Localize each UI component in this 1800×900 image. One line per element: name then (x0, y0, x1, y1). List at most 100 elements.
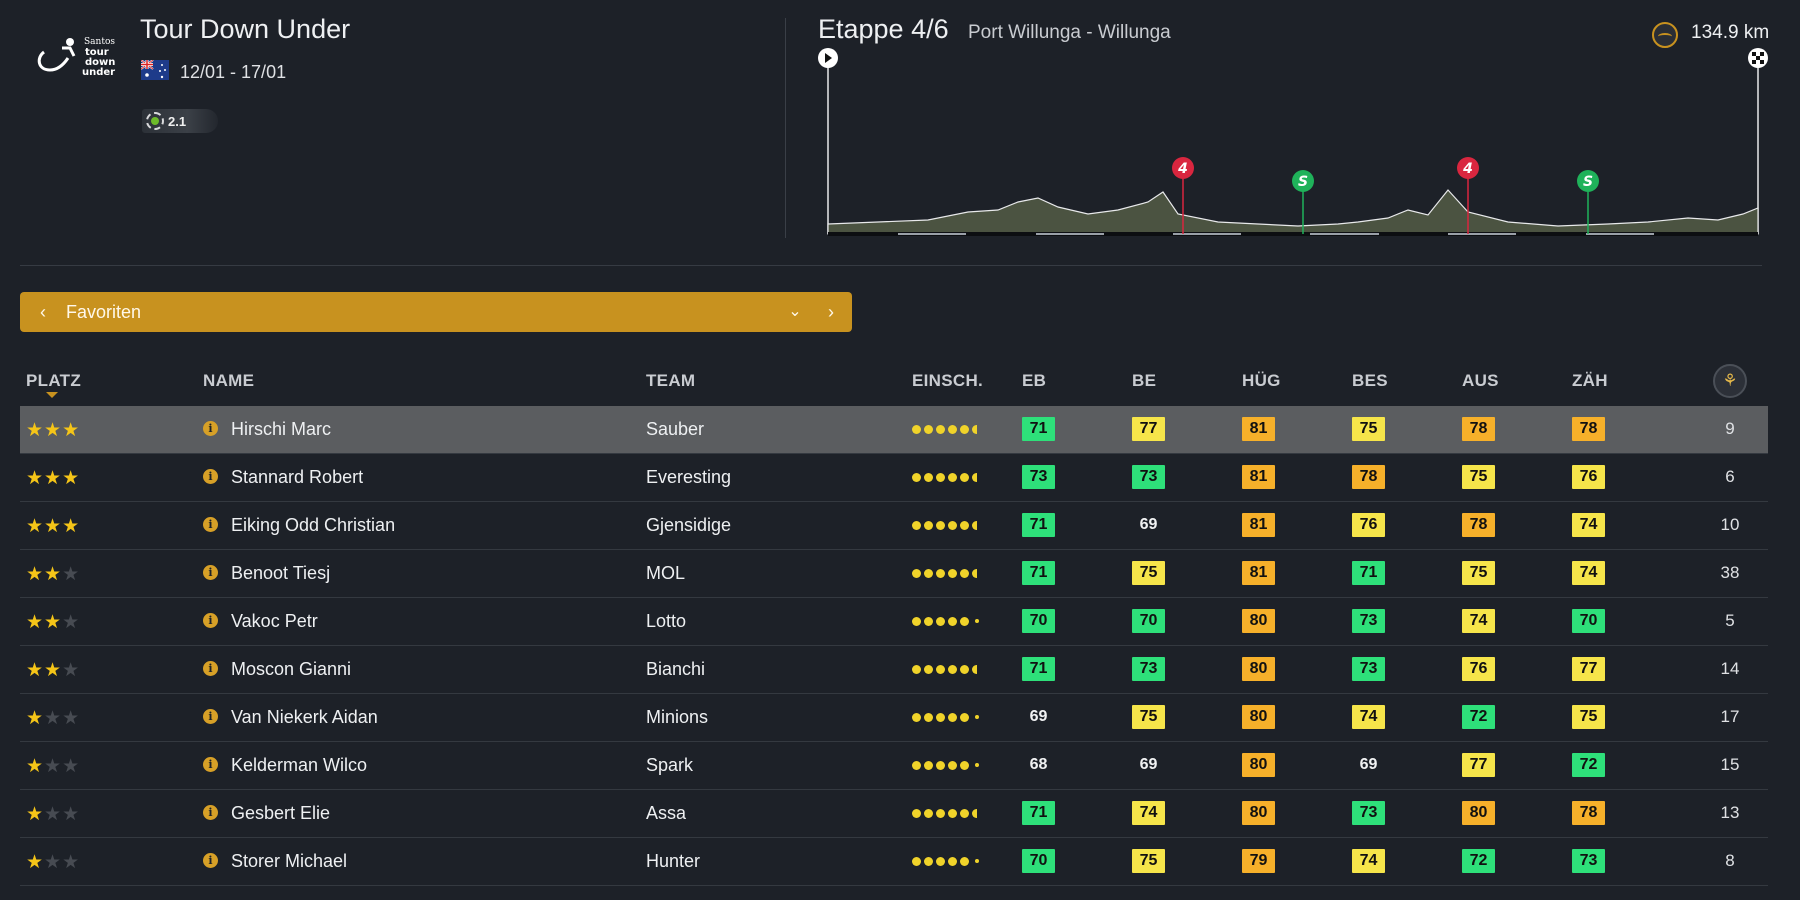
rider-name[interactable]: Eiking Odd Christian (231, 515, 396, 535)
table-row[interactable]: ★★★ i Stannard Robert Everesting 73 73 81 78 75 7… (20, 454, 1768, 502)
info-icon[interactable]: i (203, 565, 218, 580)
race-dates: 12/01 - 17/01 (180, 62, 287, 82)
form-dot (924, 616, 933, 626)
rider-name[interactable]: Storer Michael (231, 851, 348, 871)
race-days: 15 (1720, 755, 1740, 774)
header-bes[interactable]: BES (1352, 371, 1388, 390)
chevron-down-icon[interactable]: ⌄ (788, 303, 802, 320)
star-filled-icon: ★ (26, 612, 45, 633)
form-dot (924, 664, 933, 674)
race-days: 8 (1725, 851, 1735, 870)
table-row[interactable]: ★★★ i Hirschi Marc Sauber 71 77 81 75 78 78 9 (20, 406, 1768, 454)
star-filled-icon: ★ (44, 612, 63, 633)
rider-name[interactable]: Benoot Tiesj (231, 563, 331, 583)
info-icon[interactable]: i (203, 421, 218, 436)
header-form[interactable]: EINSCH. (912, 371, 984, 390)
star-empty-icon: ★ (44, 756, 63, 777)
info-icon[interactable]: i (203, 517, 218, 532)
stat-hug: 81 (1242, 561, 1275, 585)
form-indicator (912, 613, 982, 629)
cyclist-icon[interactable]: ⚘ (1713, 364, 1747, 398)
rating-stars: ★★★ (26, 659, 80, 682)
table-row[interactable]: ★★★ i Kelderman Wilco Spark 68 69 80 69 77 72 15 (20, 742, 1768, 790)
info-icon[interactable]: i (203, 805, 218, 820)
header-zah[interactable]: ZÄH (1572, 371, 1608, 390)
race-category-badge: 2.1 (142, 109, 218, 133)
header-team[interactable]: TEAM (646, 371, 696, 390)
race-days: 17 (1720, 707, 1740, 726)
rider-name[interactable]: Kelderman Wilco (231, 755, 368, 775)
climb-marker[interactable]: 4 (1457, 157, 1479, 234)
sprint-marker[interactable]: S (1292, 170, 1314, 234)
stage-title: Etappe 4/6 (818, 14, 949, 44)
sprint-marker-label: S (1583, 174, 1593, 190)
header-be[interactable]: BE (1132, 371, 1157, 390)
form-dot (924, 808, 933, 818)
race-days: 10 (1720, 515, 1740, 534)
form-dot (960, 712, 969, 722)
info-icon[interactable]: i (203, 613, 218, 628)
info-icon[interactable]: i (203, 661, 218, 676)
stat-hug: 80 (1242, 753, 1275, 777)
form-dot (936, 808, 945, 818)
stat-zah: 73 (1572, 849, 1605, 873)
header-hug[interactable]: HÜG (1242, 371, 1281, 390)
form-indicator (912, 469, 980, 485)
stat-aus: 75 (1462, 465, 1495, 489)
table-row[interactable]: ★★★ i Storer Michael Hunter 70 75 79 74 72 73 8 (20, 838, 1768, 886)
form-dot (924, 568, 933, 578)
chevron-left-icon[interactable]: ‹ (40, 302, 46, 322)
race-days: 13 (1720, 803, 1740, 822)
favorites-selector[interactable]: ‹ Favoriten ⌄ › (20, 292, 852, 332)
info-icon[interactable]: i (203, 853, 218, 868)
star-empty-icon: ★ (44, 708, 63, 729)
stat-be: 74 (1132, 801, 1165, 825)
rider-team: Bianchi (646, 659, 706, 679)
sprint-marker-label: S (1298, 174, 1308, 190)
stat-zah: 70 (1572, 609, 1605, 633)
rider-name[interactable]: Hirschi Marc (231, 419, 332, 439)
rider-name[interactable]: Stannard Robert (231, 467, 364, 487)
star-filled-icon: ★ (26, 708, 45, 729)
chevron-right-icon[interactable]: › (828, 302, 834, 322)
form-dot (960, 856, 969, 866)
header-eb[interactable]: EB (1022, 371, 1047, 390)
sprint-marker[interactable]: S (1577, 170, 1599, 234)
stat-zah: 75 (1572, 705, 1605, 729)
info-icon[interactable]: i (203, 709, 218, 724)
table-row[interactable]: ★★★ i Moscon Gianni Bianchi 71 73 80 73 76 77 14 (20, 646, 1768, 694)
rider-name[interactable]: Gesbert Elie (231, 803, 331, 823)
rider-team: Sauber (646, 419, 705, 439)
logo-text-down: down (85, 57, 115, 68)
form-dot (936, 424, 945, 434)
table-row[interactable]: ★★★ i Gesbert Elie Assa 71 74 80 73 80 78 13 (20, 790, 1768, 838)
stat-bes: 73 (1352, 609, 1385, 633)
table-row[interactable]: ★★★ i Vakoc Petr Lotto 70 70 80 73 74 70 5 (20, 598, 1768, 646)
table-row[interactable]: ★★★ i Benoot Tiesj MOL 71 75 81 71 75 74 38 (20, 550, 1768, 598)
stat-eb: 71 (1022, 561, 1055, 585)
rating-stars: ★★★ (26, 611, 80, 634)
table-row[interactable]: ★★★ i Van Niekerk Aidan Minions 69 75 80 74 72 75… (20, 694, 1768, 742)
info-icon[interactable]: i (203, 469, 218, 484)
stage-profile[interactable]: 4 S 4 S (818, 42, 1768, 242)
rider-name[interactable]: Moscon Gianni (231, 659, 352, 679)
form-dot (948, 808, 957, 818)
header-name[interactable]: NAME (203, 371, 255, 390)
form-indicator (912, 709, 982, 725)
stat-eb: 71 (1022, 657, 1055, 681)
header-rank[interactable]: PLATZ (26, 371, 82, 390)
stat-hug: 80 (1242, 801, 1275, 825)
stage-route: Port Willunga - Willunga (968, 22, 1171, 43)
stat-be: 75 (1132, 561, 1165, 585)
header-aus[interactable]: AUS (1462, 371, 1499, 390)
form-dot (936, 568, 945, 578)
rider-name[interactable]: Van Niekerk Aidan (231, 707, 378, 727)
race-category: 2.1 (168, 113, 187, 129)
info-icon[interactable]: i (203, 757, 218, 772)
star-empty-icon: ★ (62, 852, 81, 873)
table-row[interactable]: ★★★ i Eiking Odd Christian Gjensidige 71 69 81… (20, 502, 1768, 550)
climb-marker[interactable]: 4 (1172, 157, 1194, 234)
rider-name[interactable]: Vakoc Petr (231, 611, 318, 631)
star-filled-icon: ★ (26, 660, 45, 681)
stat-zah: 74 (1572, 513, 1605, 537)
